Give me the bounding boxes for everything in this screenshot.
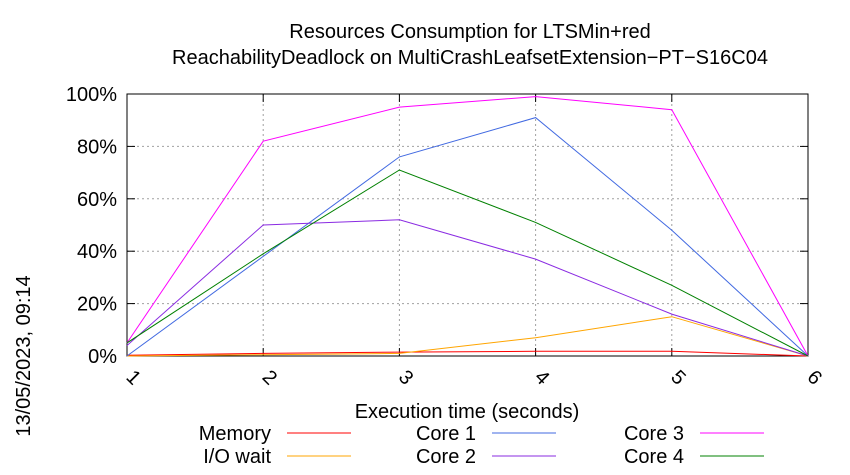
legend-label-core-1: Core 1 [416, 423, 476, 445]
x-tick-label: 4 [530, 366, 553, 389]
x-tick-label: 2 [258, 366, 281, 389]
legend-label-core-3: Core 3 [624, 423, 684, 445]
y-tick-label: 40% [77, 241, 117, 263]
series-line-core-2 [126, 219, 809, 357]
y-tick-label: 0% [88, 346, 117, 368]
series-line-core-1 [126, 117, 809, 357]
chart-subtitle: ReachabilityDeadlock on MultiCrashLeafse… [172, 47, 768, 69]
x-tick-label: 3 [394, 366, 417, 389]
grid [126, 93, 809, 357]
y-tick-label: 100% [66, 84, 117, 106]
x-tick-label: 5 [666, 366, 689, 389]
legend-label-core-2: Core 2 [416, 446, 476, 468]
series-line-memory [126, 350, 809, 357]
y-tick-label: 20% [77, 294, 117, 316]
series-line-core-3 [126, 96, 809, 357]
series-line-core-4 [126, 169, 809, 357]
legend-label-i-o-wait: I/O wait [203, 446, 271, 468]
plot-frame [126, 93, 809, 357]
series-line-i-o-wait [126, 316, 809, 357]
y-tick-label: 60% [77, 189, 117, 211]
timestamp-label: 13/05/2023, 09:14 [13, 275, 35, 436]
legend-label-memory: Memory [199, 423, 271, 445]
x-axis-label: Execution time (seconds) [355, 401, 580, 423]
x-tick-label: 6 [803, 366, 826, 389]
y-axis: 0% 20% 40% 60% 80% 100% [66, 84, 808, 368]
x-tick-label: 1 [122, 366, 145, 389]
y-tick-label: 80% [77, 136, 117, 158]
chart-title: Resources Consumption for LTSMin+red [289, 21, 650, 43]
legend-label-core-4: Core 4 [624, 446, 684, 468]
series-lines [126, 96, 809, 357]
